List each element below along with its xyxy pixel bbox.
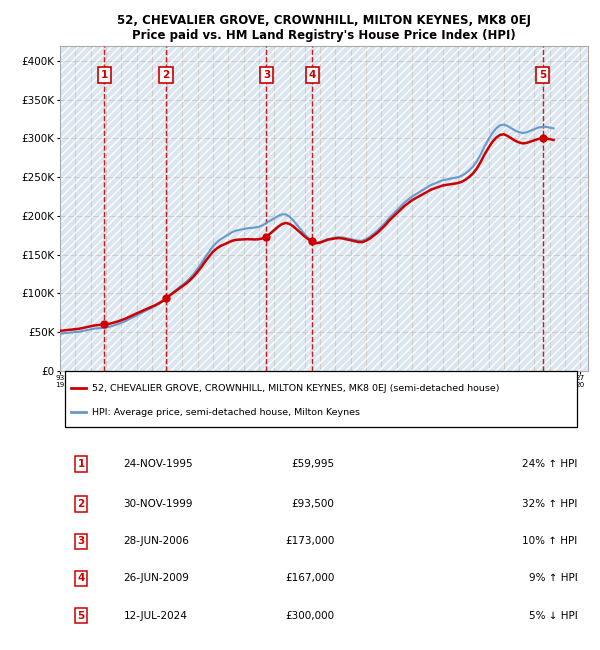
Text: 12-JUL-2024: 12-JUL-2024 (124, 611, 187, 621)
Text: 30-NOV-1999: 30-NOV-1999 (124, 499, 193, 509)
Text: 5: 5 (539, 70, 546, 80)
Text: £173,000: £173,000 (285, 536, 335, 546)
Text: 4: 4 (308, 70, 316, 80)
Text: 1: 1 (77, 459, 85, 469)
Text: 28-JUN-2006: 28-JUN-2006 (124, 536, 189, 546)
Text: 52, CHEVALIER GROVE, CROWNHILL, MILTON KEYNES, MK8 0EJ (semi-detached house): 52, CHEVALIER GROVE, CROWNHILL, MILTON K… (92, 384, 499, 393)
Text: 4: 4 (77, 573, 85, 584)
Title: 52, CHEVALIER GROVE, CROWNHILL, MILTON KEYNES, MK8 0EJ
Price paid vs. HM Land Re: 52, CHEVALIER GROVE, CROWNHILL, MILTON K… (117, 14, 531, 42)
Text: 9% ↑ HPI: 9% ↑ HPI (529, 573, 577, 584)
Text: 10% ↑ HPI: 10% ↑ HPI (522, 536, 577, 546)
Text: 2: 2 (162, 70, 170, 80)
Text: 32% ↑ HPI: 32% ↑ HPI (522, 499, 577, 509)
Text: £300,000: £300,000 (286, 611, 335, 621)
Text: 26-JUN-2009: 26-JUN-2009 (124, 573, 189, 584)
Text: 1: 1 (101, 70, 108, 80)
Text: £93,500: £93,500 (292, 499, 335, 509)
Text: 24-NOV-1995: 24-NOV-1995 (124, 459, 193, 469)
Text: 3: 3 (263, 70, 270, 80)
FancyBboxPatch shape (65, 370, 577, 426)
Text: 3: 3 (77, 536, 85, 546)
Text: HPI: Average price, semi-detached house, Milton Keynes: HPI: Average price, semi-detached house,… (92, 408, 359, 417)
Text: 2: 2 (77, 499, 85, 509)
Text: £59,995: £59,995 (292, 459, 335, 469)
Text: £167,000: £167,000 (285, 573, 335, 584)
Text: 5: 5 (77, 611, 85, 621)
Text: 5% ↓ HPI: 5% ↓ HPI (529, 611, 577, 621)
Text: 24% ↑ HPI: 24% ↑ HPI (522, 459, 577, 469)
